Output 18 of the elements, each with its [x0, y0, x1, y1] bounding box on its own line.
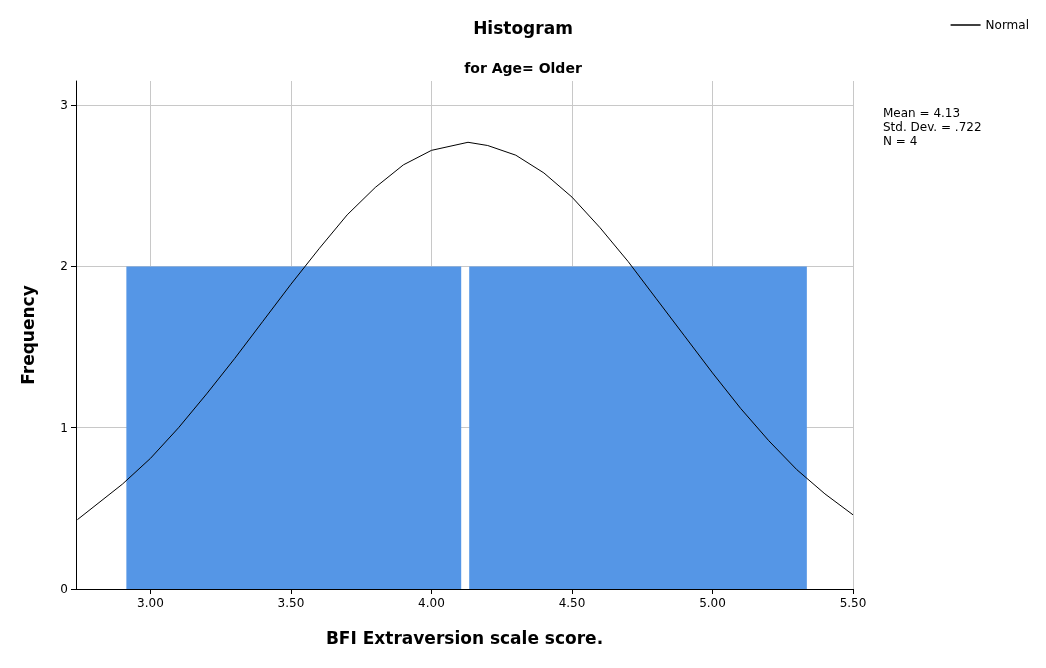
x-tick-label: 4.00 [418, 596, 445, 610]
chart-title: Histogram [473, 17, 573, 38]
y-tick-label: 0 [60, 582, 68, 596]
x-tick-label: 4.50 [558, 596, 586, 610]
y-tick-label: 2 [60, 259, 68, 274]
x-axis-title: BFI Extraversion scale score. [325, 627, 604, 648]
y-axis-title: Frequency [17, 285, 38, 385]
chart-subtitle: for Age= Older [464, 60, 582, 76]
y-tick-label: 1 [60, 420, 68, 435]
x-tick-label: 5.00 [699, 596, 726, 610]
x-tick-label: 3.50 [277, 596, 305, 610]
y-tick-label: 3 [60, 98, 68, 113]
legend-label: Normal [985, 18, 1029, 32]
x-tick-label: 3.00 [137, 596, 164, 610]
text: N = 4 [883, 134, 918, 148]
x-tick-label: 5.50 [839, 596, 867, 610]
text: Std. Dev. = .722 [883, 120, 982, 134]
text: Mean = 4.13 [883, 106, 961, 120]
